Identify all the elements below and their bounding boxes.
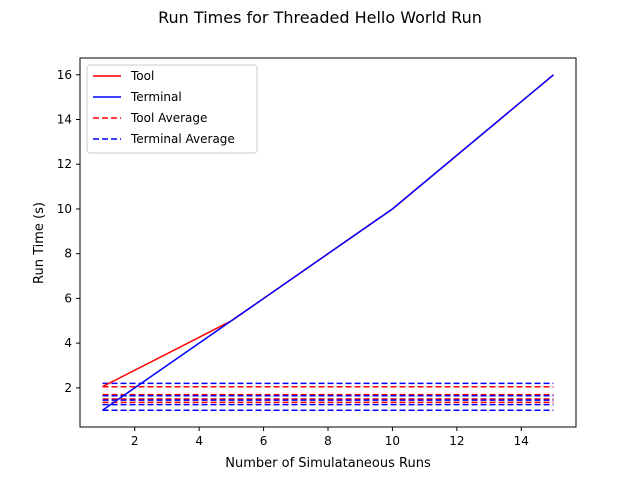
chart-title: Run Times for Threaded Hello World Run xyxy=(158,8,482,27)
legend-label: Tool xyxy=(130,69,154,83)
x-axis-ticks: 2 4 6 8 10 12 14 xyxy=(131,427,529,448)
y-tick-label: 6 xyxy=(64,291,72,305)
legend-box xyxy=(86,64,258,154)
x-tick-label: 4 xyxy=(195,434,203,448)
legend-label: Terminal Average xyxy=(130,132,235,146)
y-axis-ticks: 2 4 6 8 10 12 14 16 xyxy=(57,68,80,395)
y-tick-label: 14 xyxy=(57,113,72,127)
x-tick-label: 14 xyxy=(514,434,529,448)
x-tick-label: 10 xyxy=(385,434,400,448)
x-tick-label: 2 xyxy=(131,434,139,448)
x-tick-label: 8 xyxy=(324,434,332,448)
y-tick-label: 4 xyxy=(64,336,72,350)
x-axis-label: Number of Simulataneous Runs xyxy=(225,456,431,471)
x-tick-label: 12 xyxy=(449,434,464,448)
x-tick-label: 6 xyxy=(260,434,268,448)
y-tick-label: 8 xyxy=(64,247,72,261)
y-tick-label: 2 xyxy=(64,381,72,395)
y-tick-label: 10 xyxy=(57,202,72,216)
legend-label: Tool Average xyxy=(130,111,207,125)
y-tick-label: 16 xyxy=(57,68,72,82)
legend-label: Terminal xyxy=(130,90,182,104)
terminal-series-line xyxy=(102,74,554,411)
plot-area xyxy=(102,74,554,411)
legend: Tool Terminal Tool Average Terminal Average xyxy=(86,64,258,154)
y-axis-label: Run Time (s) xyxy=(32,202,47,284)
y-tick-label: 12 xyxy=(57,157,72,171)
